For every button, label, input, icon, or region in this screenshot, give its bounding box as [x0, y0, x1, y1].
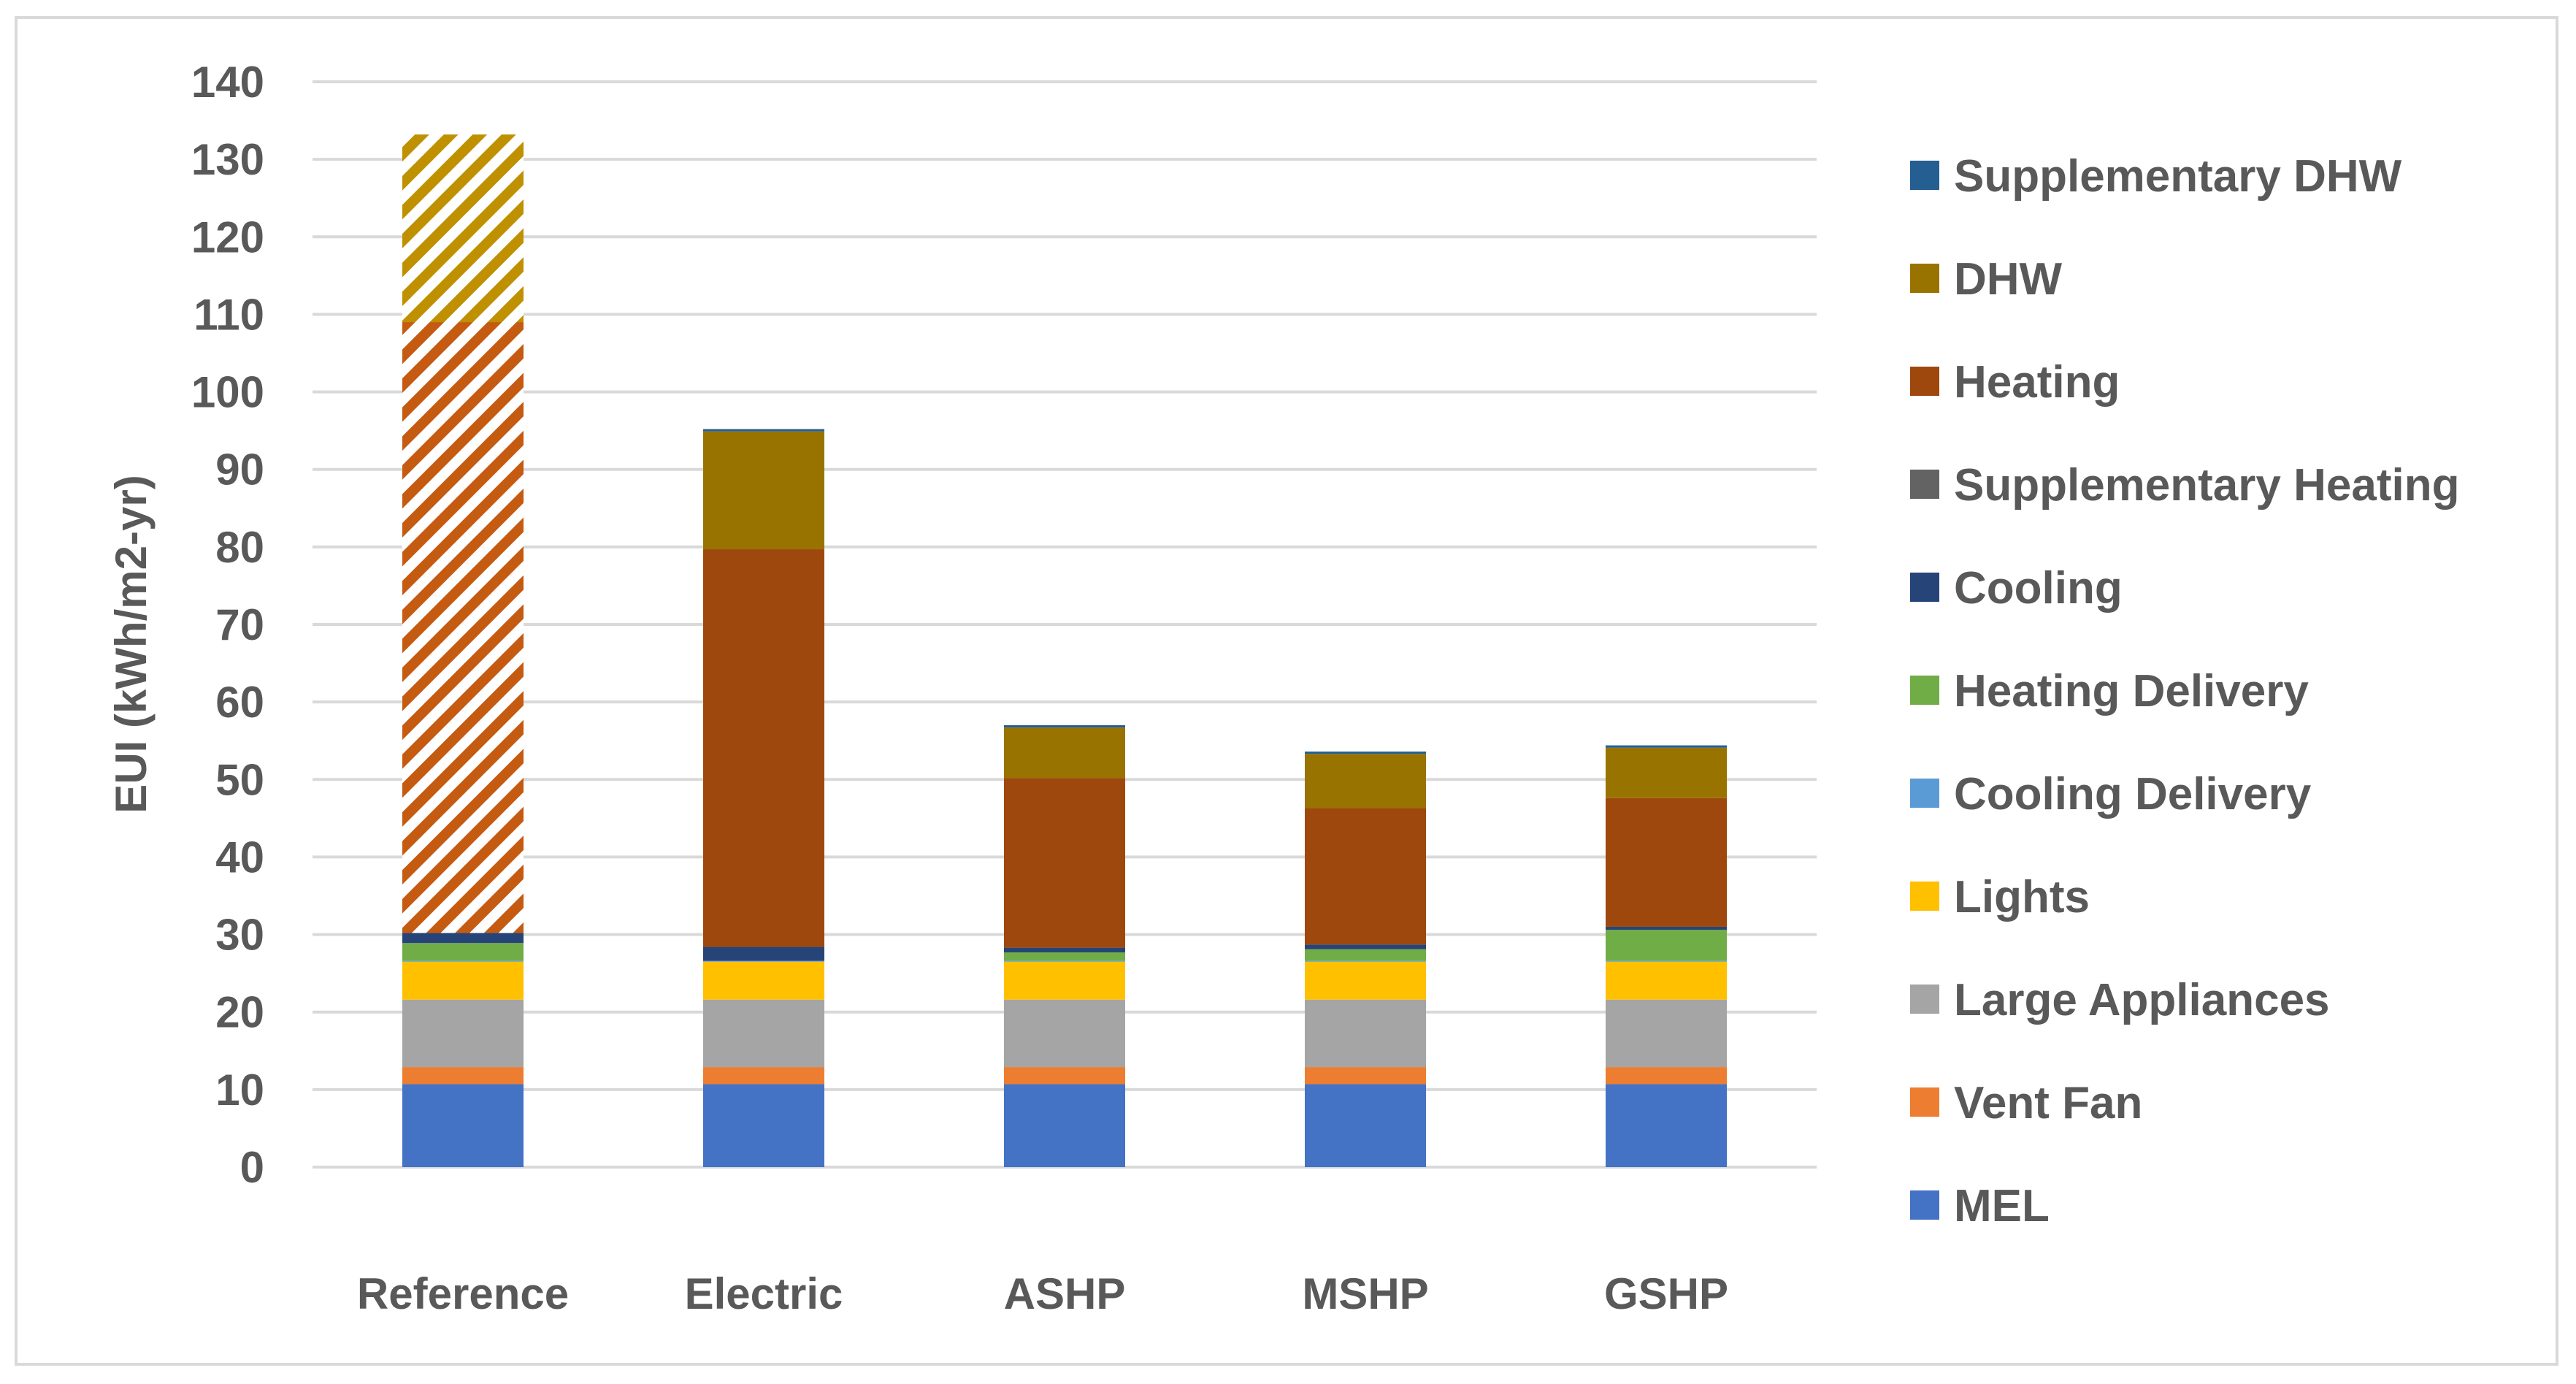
legend-swatch-dhw — [1910, 264, 1939, 293]
bar-reference-mel — [402, 1084, 524, 1167]
y-axis-title: EUI (kWh/m2-yr) — [107, 475, 156, 813]
bar-electric-dhw — [703, 431, 824, 550]
legend-label-heating: Heating — [1954, 357, 2120, 408]
y-tick-label: 130 — [191, 135, 264, 184]
gridlines — [313, 80, 1817, 1169]
bar-reference-vent-fan — [402, 1067, 524, 1085]
bar-electric-large-appliances — [703, 999, 824, 1068]
bar-gshp-heating — [1606, 798, 1727, 927]
legend-swatch-supplementary-heating — [1910, 470, 1939, 499]
y-tick-label: 100 — [191, 368, 264, 417]
bar-gshp-cooling-delivery — [1606, 960, 1727, 962]
bars — [402, 134, 1727, 1167]
bar-reference-large-appliances — [402, 999, 524, 1068]
y-axis-ticks: 0 10 20 30 40 50 60 70 80 90 100 110 120 130 140 — [191, 58, 264, 1192]
bar-gshp-dhw — [1606, 747, 1727, 798]
legend-swatch-mel — [1910, 1190, 1939, 1220]
bar-gshp-large-appliances — [1606, 999, 1727, 1068]
bar-gshp-heating-delivery — [1606, 930, 1727, 961]
bar-mshp-heating-delivery — [1305, 949, 1426, 961]
legend-swatch-cooling-delivery — [1910, 779, 1939, 808]
bar-electric-cooling-delivery — [703, 960, 824, 962]
bar-mshp-dhw — [1305, 754, 1426, 808]
bar-mshp-cooling-delivery — [1305, 960, 1426, 962]
y-tick-label: 50 — [215, 755, 264, 804]
bar-mshp-vent-fan — [1305, 1067, 1426, 1085]
legend-label-vent-fan: Vent Fan — [1954, 1078, 2142, 1128]
bar-reference-cooling-delivery — [402, 960, 524, 962]
y-tick-label: 110 — [193, 290, 264, 339]
bar-ashp-vent-fan — [1004, 1067, 1125, 1085]
legend-swatch-cooling — [1910, 573, 1939, 602]
bar-ashp-lights — [1004, 961, 1125, 1000]
legend-label-large-appliances: Large Appliances — [1954, 975, 2330, 1025]
x-axis-ticks: Reference Electric ASHP MSHP GSHP — [357, 1269, 1728, 1318]
bar-electric-supplementary-dhw — [703, 429, 824, 432]
legend-label-lights: Lights — [1954, 872, 2090, 922]
y-tick-label: 30 — [215, 911, 264, 960]
bar-ashp-mel — [1004, 1084, 1125, 1167]
bar-mshp-mel — [1305, 1084, 1426, 1167]
bar-mshp-heating — [1305, 808, 1426, 945]
bar-reference-lights — [402, 961, 524, 1000]
y-tick-label: 120 — [191, 213, 264, 261]
y-tick-label: 60 — [215, 678, 264, 727]
y-tick-label: 20 — [215, 988, 264, 1037]
legend-swatch-lights — [1910, 882, 1939, 911]
bar-ashp-supplementary-dhw — [1004, 725, 1125, 728]
bar-electric-lights — [703, 961, 824, 1000]
bar-ashp-cooling-delivery — [1004, 960, 1125, 962]
x-tick-label: GSHP — [1604, 1269, 1728, 1318]
bar-ashp-heating — [1004, 778, 1125, 948]
bar-electric-vent-fan — [703, 1067, 824, 1085]
x-tick-label: Electric — [685, 1269, 843, 1318]
y-tick-label: 140 — [191, 58, 264, 107]
x-tick-label: ASHP — [1004, 1269, 1126, 1318]
legend-label-cooling: Cooling — [1954, 563, 2123, 613]
legend-swatch-heating-delivery — [1910, 676, 1939, 705]
bar-ashp-large-appliances — [1004, 999, 1125, 1068]
bar-gshp-mel — [1606, 1084, 1727, 1167]
bar-reference-dhw — [402, 134, 524, 323]
legend-label-mel: MEL — [1954, 1181, 2050, 1231]
bar-mshp-cooling — [1305, 944, 1426, 949]
y-tick-label: 10 — [215, 1066, 264, 1115]
bar-electric-heating — [703, 549, 824, 947]
bar-reference-heating-delivery — [402, 943, 524, 961]
bar-gshp-cooling — [1606, 926, 1727, 930]
bar-mshp-lights — [1305, 961, 1426, 1000]
legend-swatch-vent-fan — [1910, 1087, 1939, 1117]
bar-electric-mel — [703, 1084, 824, 1167]
bar-reference-cooling — [402, 933, 524, 944]
bar-ashp-heating-delivery — [1004, 952, 1125, 961]
y-tick-label: 80 — [215, 523, 264, 572]
x-tick-label: Reference — [357, 1269, 569, 1318]
bar-ashp-cooling — [1004, 947, 1125, 952]
bar-reference-heating — [402, 322, 524, 933]
y-tick-label: 40 — [215, 833, 264, 882]
y-tick-label: 0 — [240, 1143, 264, 1192]
legend-swatch-supplementary-dhw — [1910, 161, 1939, 190]
bar-gshp-supplementary-dhw — [1606, 745, 1727, 748]
legend-swatch-large-appliances — [1910, 985, 1939, 1014]
legend: Supplementary DHW DHW Heating Supplementary… — [1910, 151, 2459, 1231]
bar-electric-cooling — [703, 947, 824, 961]
bar-gshp-lights — [1606, 961, 1727, 1000]
legend-label-heating-delivery: Heating Delivery — [1954, 666, 2309, 716]
bar-mshp-large-appliances — [1305, 999, 1426, 1068]
legend-label-supplementary-dhw: Supplementary DHW — [1954, 151, 2402, 202]
y-tick-label: 90 — [215, 446, 264, 494]
bar-ashp-dhw — [1004, 727, 1125, 779]
legend-label-dhw: DHW — [1954, 254, 2063, 305]
x-tick-label: MSHP — [1302, 1269, 1428, 1318]
bar-gshp-vent-fan — [1606, 1067, 1727, 1085]
y-tick-label: 70 — [215, 600, 264, 649]
legend-swatch-heating — [1910, 367, 1939, 396]
legend-label-cooling-delivery: Cooling Delivery — [1954, 769, 2312, 819]
bar-mshp-supplementary-dhw — [1305, 752, 1426, 754]
legend-label-supplementary-heating: Supplementary Heating — [1954, 460, 2459, 511]
